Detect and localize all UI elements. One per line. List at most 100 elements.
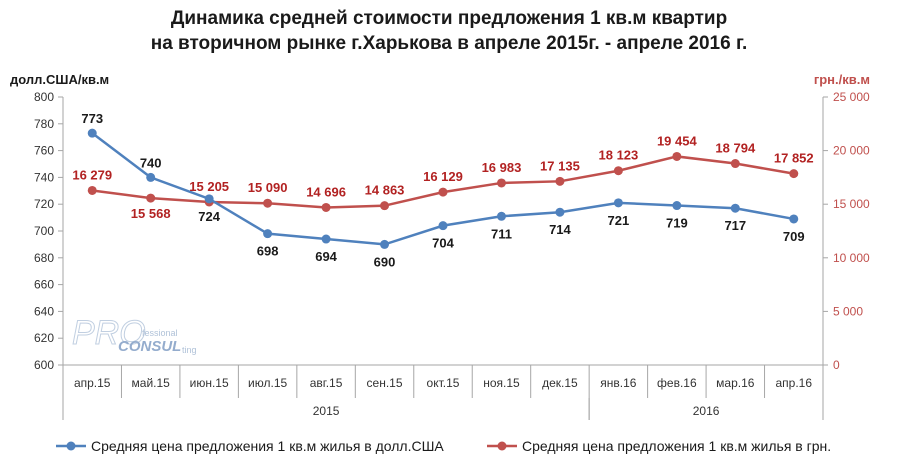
y-right-tick-label: 20 000 — [833, 144, 870, 158]
uah-data-label: 15 568 — [131, 206, 171, 221]
uah-data-label: 16 129 — [423, 169, 463, 184]
y-left-tick-label: 660 — [34, 278, 54, 292]
uah-legend-marker — [497, 441, 507, 451]
y-right-tick-label: 5 000 — [833, 304, 863, 318]
y-left-tick-label: 800 — [34, 90, 54, 104]
y-right-tick-label: 10 000 — [833, 251, 870, 265]
x-tick-label: янв.16 — [600, 376, 637, 390]
year-label: 2015 — [313, 404, 340, 418]
usd-series-point — [146, 172, 156, 182]
usd-data-label: 690 — [374, 254, 396, 269]
y-left-tick-label: 700 — [34, 224, 54, 238]
uah-series-point — [496, 178, 506, 188]
chart-axes: 600 620 640 660 680 700 720 740 760 780 800 0 5 000 1… — [34, 90, 870, 420]
usd-data-label: 740 — [140, 155, 162, 170]
uah-data-label: 14 696 — [306, 184, 346, 199]
y-left-tick-label: 600 — [34, 358, 54, 372]
x-tick-label: фев.16 — [657, 376, 697, 390]
uah-series-point — [263, 198, 273, 208]
usd-data-label: 694 — [315, 249, 337, 264]
x-tick-label: май.15 — [132, 376, 171, 390]
usd-series-point — [613, 198, 623, 208]
uah-data-label: 16 279 — [72, 167, 112, 182]
usd-series-point — [263, 229, 273, 239]
usd-series-point — [87, 128, 97, 138]
x-tick-label: июн.15 — [190, 376, 229, 390]
uah-series-point — [321, 202, 331, 212]
x-tick-label: окт.15 — [427, 376, 460, 390]
uah-data-label: 18 123 — [599, 148, 639, 163]
uah-data-label: 17 852 — [774, 151, 814, 166]
usd-data-label: 698 — [257, 244, 279, 259]
usd-data-label: 719 — [666, 216, 688, 231]
y-right-tick-label: 0 — [833, 358, 840, 372]
usd-series-point — [204, 194, 214, 204]
watermark-logo: PRO fessional CONSUL ting — [72, 314, 197, 356]
usd-data-label: 721 — [608, 213, 630, 228]
y-left-tick-label: 640 — [34, 304, 54, 318]
uah-data-label: 19 454 — [657, 133, 698, 148]
y-left-tick-label: 620 — [34, 331, 54, 345]
usd-series-point — [730, 203, 740, 213]
usd-legend-label: Средняя цена предложения 1 кв.м жилья в … — [91, 438, 444, 454]
watermark-consul: CONSUL — [118, 338, 181, 355]
x-tick-label: ноя.15 — [483, 376, 520, 390]
x-tick-label: июл.15 — [248, 376, 287, 390]
watermark-fessional: fessional — [142, 328, 178, 338]
uah-series-point — [613, 166, 623, 176]
uah-series-point — [672, 151, 682, 161]
usd-data-label: 709 — [783, 229, 805, 244]
chart-subtitle: на вторичном рынке г.Харькова в апреле 2… — [150, 33, 748, 54]
usd-data-label: 704 — [432, 236, 454, 251]
y-left-tick-label: 780 — [34, 117, 54, 131]
y-right-axis-label: грн./кв.м — [814, 72, 870, 87]
watermark-pro: PRO — [72, 314, 146, 352]
uah-data-label: 15 090 — [248, 180, 288, 195]
y-left-axis-label: долл.США/кв.м — [10, 72, 109, 87]
year-label: 2016 — [693, 404, 720, 418]
y-right-tick-label: 15 000 — [833, 197, 870, 211]
x-tick-label: авг.15 — [310, 376, 343, 390]
x-tick-label: апр.15 — [74, 376, 111, 390]
usd-data-label: 724 — [198, 209, 220, 224]
usd-data-label: 711 — [491, 226, 512, 241]
chart-title: Динамика средней стоимости предложения 1… — [170, 8, 728, 29]
uah-legend-label: Средняя цена предложения 1 кв.м жилья в … — [522, 438, 831, 454]
usd-series-point — [789, 214, 799, 224]
uah-data-label: 16 983 — [482, 160, 522, 175]
watermark-ting: ting — [182, 345, 197, 355]
chart-series: 773 740 724 698 694 690 704 711 714 721 719 717 709 1… — [72, 111, 813, 269]
uah-series-point — [146, 193, 156, 203]
y-left-tick-label: 740 — [34, 170, 54, 184]
uah-series-point — [555, 176, 565, 186]
usd-legend-marker — [66, 441, 76, 451]
y-left-tick-label: 720 — [34, 197, 54, 211]
uah-series-point — [87, 185, 97, 195]
uah-data-label: 14 863 — [365, 183, 405, 198]
uah-series-point — [380, 201, 390, 211]
uah-series-point — [789, 169, 799, 179]
usd-series-point — [672, 201, 682, 211]
usd-series-point — [555, 207, 565, 217]
usd-series-point — [380, 239, 390, 249]
y-left-tick-label: 680 — [34, 251, 54, 265]
x-tick-label: сен.15 — [367, 376, 403, 390]
usd-data-label: 714 — [549, 222, 571, 237]
chart-legend: Средняя цена предложения 1 кв.м жилья в … — [56, 438, 831, 454]
x-tick-label: мар.16 — [716, 376, 755, 390]
usd-data-label: 717 — [724, 218, 746, 233]
x-tick-label: дек.15 — [542, 376, 578, 390]
uah-series-point — [438, 187, 448, 197]
y-right-tick-label: 25 000 — [833, 90, 870, 104]
uah-data-label: 15 205 — [189, 179, 229, 194]
uah-data-label: 17 135 — [540, 158, 580, 173]
usd-series-point — [496, 211, 506, 221]
x-tick-label: апр.16 — [776, 376, 813, 390]
y-left-tick-label: 760 — [34, 144, 54, 158]
usd-series-point — [321, 234, 331, 244]
usd-series-point — [438, 221, 448, 231]
uah-data-label: 18 794 — [715, 141, 756, 156]
usd-data-label: 773 — [81, 111, 103, 126]
